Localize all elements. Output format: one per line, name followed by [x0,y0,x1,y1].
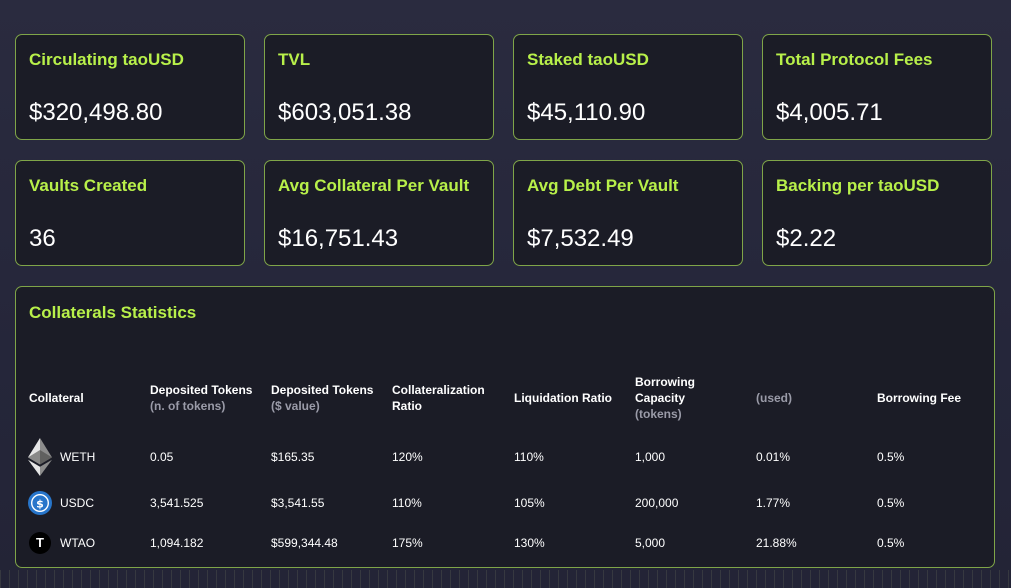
used-cell: 21.88% [756,536,797,550]
borrowing-capacity-cell: 5,000 [635,536,666,550]
collaterals-statistics-panel: Collaterals Statistics Collateral Deposi… [15,286,995,568]
deposited-value-cell: $599,344.48 [271,536,338,550]
stat-label: Vaults Created [29,176,148,195]
collateralization-ratio-cell: 110% [392,496,422,510]
stat-label: Circulating taoUSD [29,50,184,69]
stat-card-staked: Staked taoUSD $45,110.90 [513,34,743,140]
panel-title: Collaterals Statistics [29,303,197,322]
stat-value: $45,110.90 [527,99,646,126]
stat-label: Avg Debt Per Vault [527,176,679,195]
collateral-name: WETH [60,450,96,464]
borrowing-capacity-cell: 200,000 [635,496,679,510]
deposited-value-cell: $165.35 [271,450,315,464]
stat-label: Avg Collateral Per Vault [278,176,470,195]
stat-value: $7,532.49 [527,225,634,252]
borrowing-fee-cell: 0.5% [877,536,905,550]
usdc-icon: $ [28,491,52,515]
stat-value: $603,051.38 [278,99,412,126]
header-borrowing-fee: Borrowing Fee [877,391,962,405]
header-borrowing-capacity: Borrowing Capacity (tokens) [635,375,695,421]
stat-label: TVL [278,50,311,69]
stat-card-fees: Total Protocol Fees $4,005.71 [762,34,992,140]
stat-value: $2.22 [776,225,837,252]
deposited-value-cell: $3,541.55 [271,496,325,510]
header-used: (used) [756,391,792,405]
tao-glyph: T [29,532,51,554]
collateral-name: USDC [60,496,95,510]
header-liquidation-ratio: Liquidation Ratio [514,391,612,405]
stat-value: $4,005.71 [776,99,883,126]
header-collateralization-ratio: Collateralization Ratio [392,383,485,413]
stat-card-circulating: Circulating taoUSD $320,498.80 [15,34,245,140]
stat-label: Staked taoUSD [527,50,649,69]
deposited-tokens-cell: 3,541.525 [150,496,204,510]
stat-value: 36 [29,225,56,252]
ethereum-icon [28,438,52,476]
header-collateral: Collateral [29,391,84,405]
stat-label: Backing per taoUSD [776,176,940,195]
header-deposited-value: Deposited Tokens ($ value) [271,383,374,413]
liquidation-ratio-cell: 105% [514,496,545,510]
deposited-tokens-cell: 0.05 [150,450,174,464]
borrowing-fee-cell: 0.5% [877,496,905,510]
collateralization-ratio-cell: 175% [392,536,423,550]
tao-icon: T [28,531,52,555]
collateral-name: WTAO [60,536,96,550]
used-cell: 1.77% [756,496,791,510]
stat-card-backing: Backing per taoUSD $2.22 [762,160,992,266]
stat-value: $320,498.80 [29,99,163,126]
background-pattern [0,570,1011,588]
stat-card-vaults: Vaults Created 36 [15,160,245,266]
stat-value: $16,751.43 [278,225,399,252]
borrowing-fee-cell: 0.5% [877,450,905,464]
stat-card-avg-debt: Avg Debt Per Vault $7,532.49 [513,160,743,266]
liquidation-ratio-cell: 130% [514,536,545,550]
collateralization-ratio-cell: 120% [392,450,423,464]
header-deposited-tokens: Deposited Tokens (n. of tokens) [150,383,253,413]
deposited-tokens-cell: 1,094.182 [150,536,204,550]
stat-card-avg-collateral: Avg Collateral Per Vault $16,751.43 [264,160,494,266]
borrowing-capacity-cell: 1,000 [635,450,666,464]
svg-text:$: $ [36,497,44,510]
stat-card-tvl: TVL $603,051.38 [264,34,494,140]
used-cell: 0.01% [756,450,791,464]
stat-label: Total Protocol Fees [776,50,933,69]
liquidation-ratio-cell: 110% [514,450,544,464]
